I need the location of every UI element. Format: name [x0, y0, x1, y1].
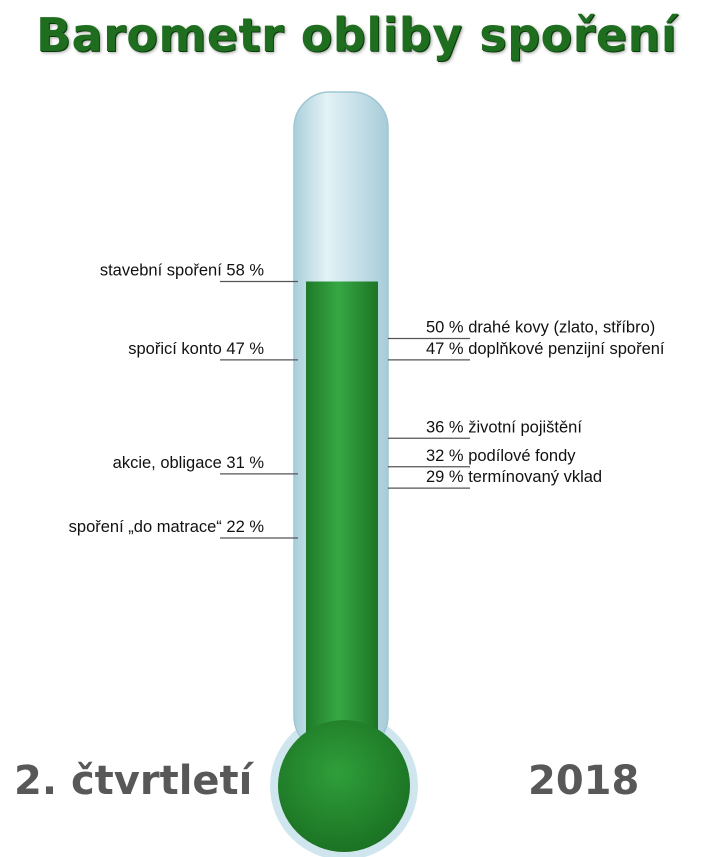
right-item-label: 32 % podílové fondy	[426, 447, 576, 465]
left-item-name: stavební spoření	[100, 262, 227, 280]
left-item-name: akcie, obligace	[113, 454, 227, 472]
liquid-bulb	[278, 720, 410, 852]
right-item-name: doplňkové penzijní spoření	[468, 340, 665, 358]
right-item-name: drahé kovy (zlato, stříbro)	[468, 319, 655, 337]
left-item-value: 31 %	[226, 454, 264, 472]
right-item-name: podílové fondy	[468, 447, 576, 465]
right-item-name: životní pojištění	[468, 418, 582, 436]
right-labels: 50 % drahé kovy (zlato, stříbro)47 % dop…	[388, 319, 665, 489]
left-item-value: 58 %	[226, 262, 264, 280]
right-item-value: 50 %	[426, 319, 468, 337]
year-label: 2018	[528, 758, 640, 804]
left-labels: stavební spoření 58 % spořicí konto 47 % a…	[69, 262, 298, 539]
right-item-value: 36 %	[426, 418, 468, 436]
liquid-column	[306, 281, 378, 760]
left-item-label: stavební spoření 58 %	[100, 262, 265, 280]
right-item-label: 29 % termínovaný vklad	[426, 468, 602, 486]
chart-title: Barometr obliby spoření	[35, 8, 677, 62]
left-item-label: akcie, obligace 31 %	[113, 454, 265, 472]
right-item-label: 47 % doplňkové penzijní spoření	[426, 340, 665, 358]
left-item-name: spořicí konto	[128, 340, 226, 358]
quarter-label: 2. čtvrtletí	[14, 758, 253, 804]
right-item-name: termínovaný vklad	[468, 468, 602, 486]
right-item-value: 29 %	[426, 468, 468, 486]
left-item-label: spořicí konto 47 %	[128, 340, 264, 358]
left-item-label: spoření „do matrace“ 22 %	[69, 518, 265, 536]
right-item-value: 32 %	[426, 447, 468, 465]
left-item-value: 47 %	[226, 340, 264, 358]
right-item-label: 36 % životní pojištění	[426, 418, 582, 436]
right-item-value: 47 %	[426, 340, 468, 358]
left-item-name: spoření „do matrace“	[69, 518, 227, 536]
right-item-label: 50 % drahé kovy (zlato, stříbro)	[426, 319, 655, 337]
left-item-value: 22 %	[226, 518, 264, 536]
